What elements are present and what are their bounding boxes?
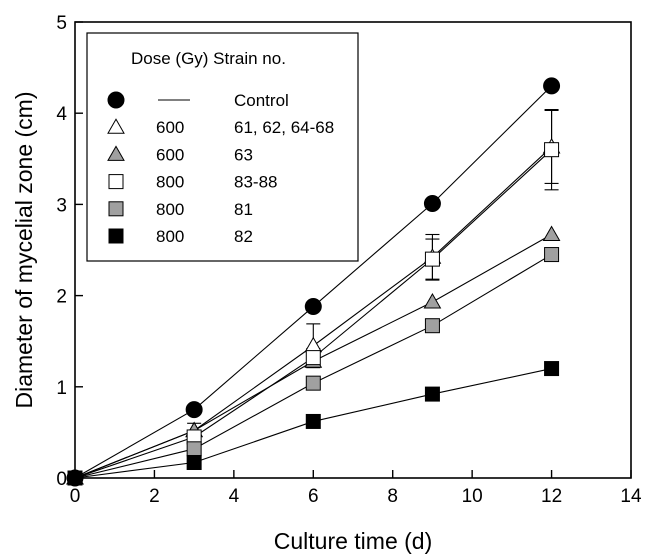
y-tick-label: 3 — [56, 195, 67, 216]
legend-marker-2 — [107, 118, 125, 134]
data-point-s3 — [542, 225, 561, 241]
data-point-s1 — [304, 298, 322, 316]
x-tick-label: 0 — [70, 486, 81, 507]
data-point-s6 — [424, 386, 440, 402]
legend-dose-5: 800 — [156, 200, 184, 219]
plot-frame — [74, 21, 632, 479]
data-point-s4 — [544, 142, 560, 158]
legend-box — [86, 32, 359, 262]
data-point-s5 — [424, 318, 440, 334]
legend-dose-2: 600 — [156, 118, 184, 137]
legend-marker-3 — [107, 145, 125, 161]
legend-marker-6 — [108, 228, 124, 244]
y-axis-ticks: 0 1 2 3 4 5 — [56, 13, 83, 490]
data-point-s5 — [186, 441, 202, 457]
legend-dose-4: 800 — [156, 173, 184, 192]
data-point-s6 — [67, 470, 83, 486]
x-tick-label: 2 — [149, 486, 160, 507]
data-point-s6 — [186, 454, 202, 470]
data-point-s6 — [544, 361, 560, 377]
legend-marker-1 — [107, 91, 125, 109]
y-tick-label: 2 — [56, 287, 67, 308]
data-point-s4 — [424, 251, 440, 267]
data-point-s5 — [544, 247, 560, 263]
y-tick-label: 0 — [56, 469, 67, 490]
legend-strain-6: 82 — [234, 227, 253, 246]
x-tick-label: 10 — [462, 486, 483, 507]
x-tick-label: 6 — [308, 486, 319, 507]
data-markers — [66, 77, 561, 487]
x-axis-title: Culture time (d) — [274, 528, 432, 554]
y-tick-label: 5 — [56, 13, 67, 34]
x-tick-label: 4 — [229, 486, 240, 507]
legend-strain-2: 61, 62, 64-68 — [234, 118, 334, 137]
legend: Dose (Gy) Strain no. — Control 600 61, 62, … — [86, 32, 359, 262]
x-axis-ticks: 0 2 4 6 8 10 12 14 — [70, 470, 642, 507]
y-axis-title: Diameter of mycelial zone (cm) — [11, 92, 37, 409]
data-point-s1 — [423, 194, 441, 212]
x-tick-label: 12 — [541, 486, 562, 507]
data-point-s1 — [185, 401, 203, 419]
data-point-s5 — [305, 375, 321, 391]
x-tick-label: 14 — [620, 486, 642, 507]
x-tick-label: 8 — [387, 486, 398, 507]
y-tick-label: 1 — [56, 378, 67, 399]
legend-strain-1: Control — [234, 91, 289, 110]
data-point-s6 — [305, 413, 321, 429]
data-point-s2 — [304, 336, 323, 353]
legend-strain-3: 63 — [234, 145, 253, 164]
data-point-s4 — [305, 350, 321, 366]
legend-header: Dose (Gy) Strain no. — [131, 49, 286, 68]
plot-area — [74, 21, 632, 479]
data-point-s3 — [423, 292, 442, 309]
legend-strain-5: 81 — [234, 200, 253, 219]
legend-dose-3: 600 — [156, 145, 184, 164]
data-point-s1 — [543, 77, 561, 95]
y-tick-label: 4 — [56, 104, 67, 125]
legend-marker-4 — [108, 174, 124, 190]
legend-dose-6: 800 — [156, 227, 184, 246]
legend-marker-5 — [108, 201, 124, 217]
legend-strain-4: 83-88 — [234, 173, 277, 192]
legend-dose-1: — — [158, 91, 175, 110]
